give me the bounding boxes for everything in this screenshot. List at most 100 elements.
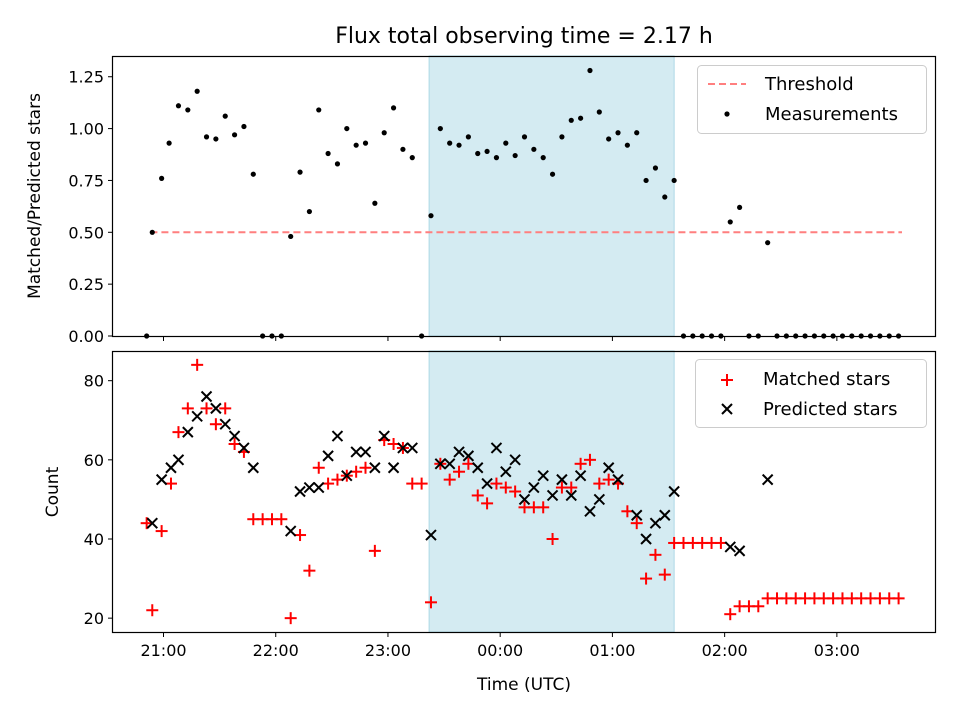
predicted-star-point bbox=[313, 481, 325, 494]
bottom-shaded-interval bbox=[428, 350, 675, 633]
predicted-star-point bbox=[537, 469, 549, 482]
matched-star-point bbox=[593, 477, 606, 490]
matched-star-point bbox=[640, 572, 653, 585]
y-tick-label: 0.50 bbox=[68, 223, 104, 242]
measurement-point bbox=[213, 136, 219, 142]
predicted-star-point bbox=[631, 509, 643, 521]
measurement-point bbox=[521, 134, 528, 140]
matched-star-point bbox=[602, 473, 615, 486]
predicted-star-point bbox=[247, 462, 259, 474]
measurement-point bbox=[475, 150, 481, 157]
measurement-point bbox=[390, 105, 397, 111]
bottom-x-axis-label: Time (UTC) bbox=[476, 675, 571, 695]
measurement-point bbox=[185, 107, 191, 113]
legend-threshold-label: Threshold bbox=[764, 74, 854, 95]
measurement-point bbox=[484, 148, 490, 155]
measurement-point bbox=[316, 107, 322, 113]
top-legend-box bbox=[697, 65, 927, 134]
matched-star-point bbox=[200, 402, 213, 415]
measurement-point bbox=[250, 171, 256, 177]
matched-star-point bbox=[471, 489, 484, 502]
predicted-star-point bbox=[172, 454, 185, 466]
predicted-star-point bbox=[668, 485, 680, 498]
matched-star-point bbox=[155, 525, 168, 538]
matched-star-point bbox=[140, 517, 153, 530]
matched-star-point bbox=[209, 418, 222, 431]
predicted-star-point bbox=[331, 430, 344, 442]
bottom-plot-frame bbox=[111, 350, 937, 634]
measurement-point bbox=[493, 155, 500, 161]
matched-stars-points bbox=[140, 358, 905, 625]
predicted-star-point bbox=[649, 517, 662, 529]
x-tick-label: 00:00 bbox=[477, 641, 523, 660]
measurement-point bbox=[334, 161, 341, 167]
measurement-point bbox=[381, 130, 387, 136]
measurement-point bbox=[288, 233, 294, 240]
top-plot-frame bbox=[111, 55, 937, 338]
predicted-star-point bbox=[546, 489, 559, 502]
measurement-point bbox=[175, 103, 182, 109]
matched-star-point bbox=[415, 477, 428, 490]
y-tick-label: 1.25 bbox=[68, 68, 104, 87]
predicted-star-point bbox=[761, 473, 774, 486]
measurement-point bbox=[596, 109, 602, 115]
legend-measurements-swatch bbox=[724, 111, 730, 117]
measurement-point bbox=[203, 134, 210, 140]
measurement-point bbox=[624, 142, 630, 148]
top-shaded-interval bbox=[428, 55, 675, 337]
measurement-point bbox=[606, 136, 612, 142]
bottom-x-axis: 21:00 22:00 23:00 00:00 01:00 02:00 03:00 bbox=[140, 632, 860, 660]
measurement-point bbox=[737, 204, 743, 211]
predicted-star-point bbox=[574, 469, 587, 482]
predicted-star-point bbox=[200, 390, 213, 403]
matched-star-point bbox=[724, 608, 737, 621]
measurement-point bbox=[568, 117, 574, 123]
matched-star-point bbox=[424, 596, 437, 609]
measurement-point bbox=[437, 125, 443, 132]
matched-star-point bbox=[191, 358, 204, 371]
predicted-stars-points bbox=[146, 390, 774, 557]
matched-star-point bbox=[368, 544, 381, 557]
y-tick-label: 80 bbox=[84, 372, 104, 391]
matched-star-point bbox=[574, 457, 587, 470]
matched-star-point bbox=[443, 473, 456, 486]
measurement-point bbox=[671, 177, 677, 184]
predicted-star-point bbox=[182, 426, 194, 438]
matched-star-point bbox=[509, 485, 522, 498]
predicted-star-point bbox=[659, 509, 671, 521]
predicted-star-point bbox=[453, 446, 465, 458]
predicted-star-point bbox=[228, 430, 241, 442]
predicted-star-point bbox=[490, 442, 503, 454]
bottom-legend-box bbox=[695, 359, 927, 428]
predicted-star-point bbox=[500, 466, 512, 478]
bottom-legend: Matched stars Predicted stars bbox=[695, 359, 927, 428]
predicted-star-point bbox=[210, 402, 222, 415]
predicted-star-point bbox=[397, 442, 409, 454]
predicted-star-point bbox=[556, 473, 568, 486]
y-tick-label: 60 bbox=[84, 451, 104, 470]
measurement-point bbox=[231, 132, 238, 138]
measurement-point bbox=[362, 140, 369, 146]
measurement-point bbox=[372, 200, 378, 206]
legend-matched-label: Matched stars bbox=[763, 369, 890, 390]
measurement-point bbox=[325, 150, 331, 157]
measurement-point bbox=[353, 142, 359, 148]
measurement-point bbox=[512, 152, 518, 159]
top-legend: Threshold Measurements bbox=[697, 65, 927, 134]
measurement-point bbox=[428, 213, 434, 219]
measurement-point bbox=[297, 169, 303, 175]
predicted-star-point bbox=[434, 458, 447, 470]
measurement-point bbox=[149, 229, 155, 235]
measurement-point bbox=[456, 142, 462, 148]
matched-star-point bbox=[275, 513, 288, 526]
matched-star-point bbox=[284, 612, 297, 625]
predicted-star-point bbox=[341, 469, 353, 482]
measurement-point bbox=[531, 146, 537, 152]
predicted-star-point bbox=[518, 493, 531, 506]
matched-star-point bbox=[172, 426, 185, 439]
measurement-point bbox=[634, 130, 640, 136]
y-tick-label: 20 bbox=[84, 609, 104, 628]
predicted-star-point bbox=[528, 481, 540, 494]
predicted-star-point bbox=[584, 505, 596, 517]
y-tick-label: 0.25 bbox=[68, 275, 104, 294]
